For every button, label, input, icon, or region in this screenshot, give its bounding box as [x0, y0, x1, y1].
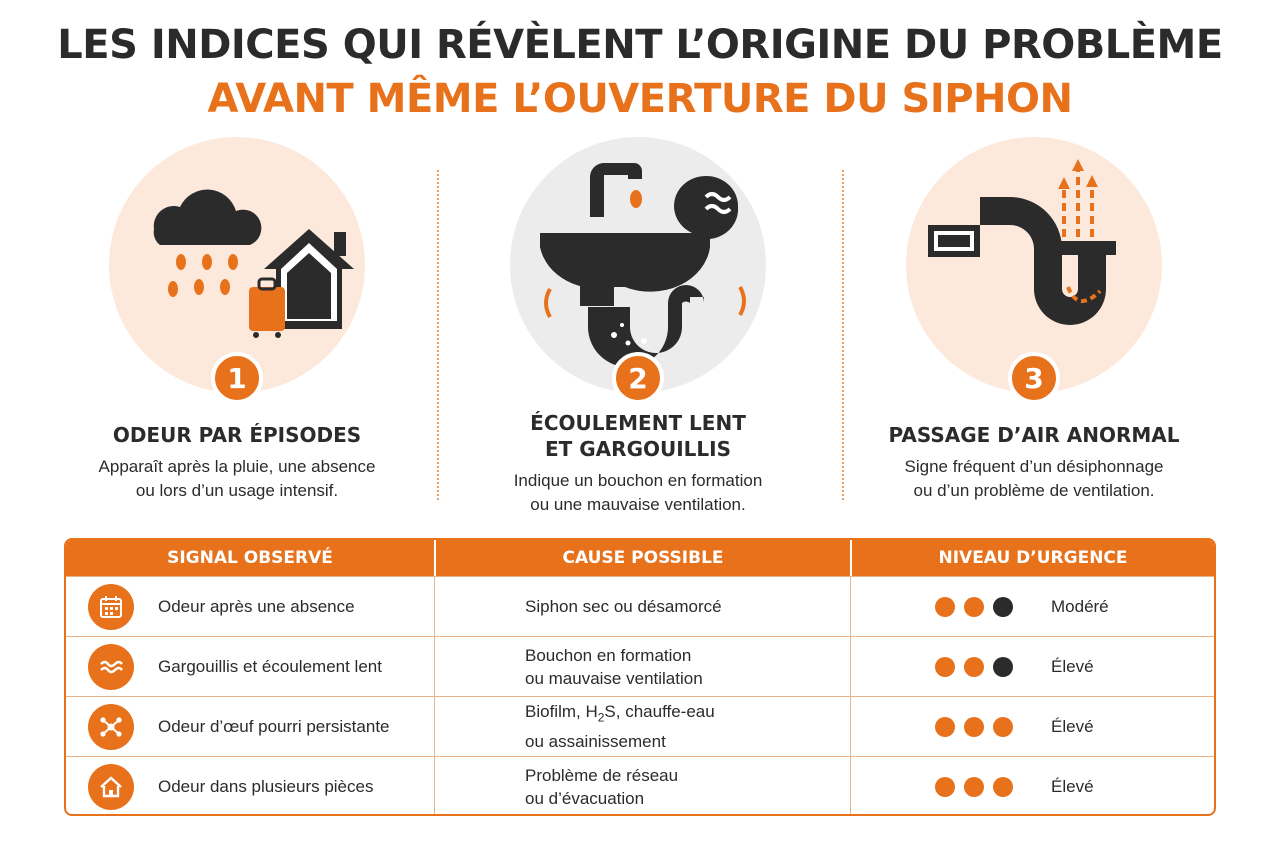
urgency-dot: [993, 716, 1013, 737]
urgency-level: Élevé: [1051, 656, 1094, 676]
urgency-dot: [935, 716, 955, 737]
card-desc-line: Indique un bouchon en formation: [513, 471, 763, 490]
column-header: CAUSE POSSIBLE: [434, 540, 850, 576]
cause-text: ou d’évacuation: [525, 788, 645, 808]
step-number-badge: 2: [612, 352, 664, 404]
urgency-dots: [935, 596, 1013, 617]
urgency-dot: [964, 656, 984, 677]
rain-house-icon: [153, 189, 354, 338]
urgency-dot: [964, 596, 984, 617]
card-abnormal-air: 3 PASSAGE D’AIR ANORMAL Signe fréquent d…: [864, 130, 1204, 520]
urgency-dot: [993, 596, 1013, 617]
house-icon: [88, 763, 134, 810]
urgency-dots: [935, 716, 1013, 737]
cause-subscript: 2: [597, 710, 605, 725]
urgency-level: Modéré: [1051, 596, 1109, 616]
cause-text: Siphon sec ou désamorcé: [525, 597, 722, 616]
card-title: PASSAGE D’AIR ANORMAL: [888, 423, 1180, 447]
urgency-level: Élevé: [1051, 776, 1094, 796]
signal-text: Odeur d’œuf pourri persistante: [158, 716, 390, 736]
cause-text: Biofilm, H: [525, 702, 598, 722]
urgency-dot: [935, 596, 955, 617]
table-header: SIGNAL OBSERVÉ CAUSE POSSIBLE NIVEAU D’U…: [66, 540, 1214, 576]
calendar-icon: [88, 583, 134, 630]
sink-drain-icon: [540, 163, 746, 367]
main-title: LES INDICES QUI RÉVÈLENT L’ORIGINE DU PR…: [57, 22, 1223, 68]
card-desc-line: Apparaît après la pluie, une absence: [98, 457, 376, 476]
card-title-line: ÉCOULEMENT LENT: [530, 411, 746, 435]
table-row: Odeur dans plusieurs pièces Problème de …: [66, 756, 1214, 814]
cause-text: ou assainissement: [525, 731, 666, 751]
table-row: Odeur d’œuf pourri persistante Biofilm, …: [66, 696, 1214, 756]
signal-text: Gargouillis et écoulement lent: [158, 656, 382, 676]
cause-text: Bouchon en formation: [525, 645, 692, 665]
cause-text: S, chauffe-eau: [604, 702, 715, 722]
column-header: SIGNAL OBSERVÉ: [167, 548, 333, 568]
signal-text: Odeur après une absence: [158, 596, 355, 616]
cause-text: Problème de réseau: [525, 765, 679, 785]
card-title-line: ET GARGOUILLIS: [545, 437, 731, 461]
table-row: Gargouillis et écoulement lent Bouchon e…: [66, 636, 1214, 696]
urgency-dot: [964, 716, 984, 737]
step-number-badge: 1: [211, 352, 263, 404]
step-number-badge: 3: [1008, 352, 1060, 404]
urgency-dots: [935, 656, 1013, 677]
urgency-dot: [993, 656, 1013, 677]
card-desc-line: ou une mauvaise ventilation.: [530, 495, 746, 514]
urgency-dot: [964, 776, 984, 797]
signal-text: Odeur dans plusieurs pièces: [158, 776, 374, 796]
card-desc-line: ou lors d’un usage intensif.: [135, 481, 339, 500]
molecule-icon: [88, 703, 134, 750]
card-episodic-odor: 1 ODEUR PAR ÉPISODES Apparaît après la p…: [67, 130, 407, 520]
diagnosis-table: SIGNAL OBSERVÉ CAUSE POSSIBLE NIVEAU D’U…: [64, 538, 1216, 816]
card-slow-drain: 2 ÉCOULEMENT LENT ET GARGOUILLIS Indique…: [468, 130, 808, 520]
card-desc-line: Signe fréquent d’un désiphonnage: [904, 457, 1164, 476]
pipe-airflow-icon: [928, 159, 1116, 325]
urgency-dot: [935, 776, 955, 797]
main-subtitle: AVANT MÊME L’OUVERTURE DU SIPHON: [207, 76, 1073, 122]
cause-text: ou mauvaise ventilation: [525, 668, 703, 688]
column-header: NIVEAU D’URGENCE: [850, 540, 1214, 576]
divider: [842, 170, 844, 500]
urgency-level: Élevé: [1051, 716, 1094, 736]
divider: [437, 170, 439, 500]
waves-icon: [88, 643, 134, 690]
table-row: Odeur après une absence Siphon sec ou dé…: [66, 576, 1214, 636]
card-desc-line: ou d’un problème de ventilation.: [913, 481, 1155, 500]
urgency-dot: [993, 776, 1013, 797]
card-title: ODEUR PAR ÉPISODES: [112, 423, 362, 447]
urgency-dot: [935, 656, 955, 677]
urgency-dots: [935, 776, 1013, 797]
